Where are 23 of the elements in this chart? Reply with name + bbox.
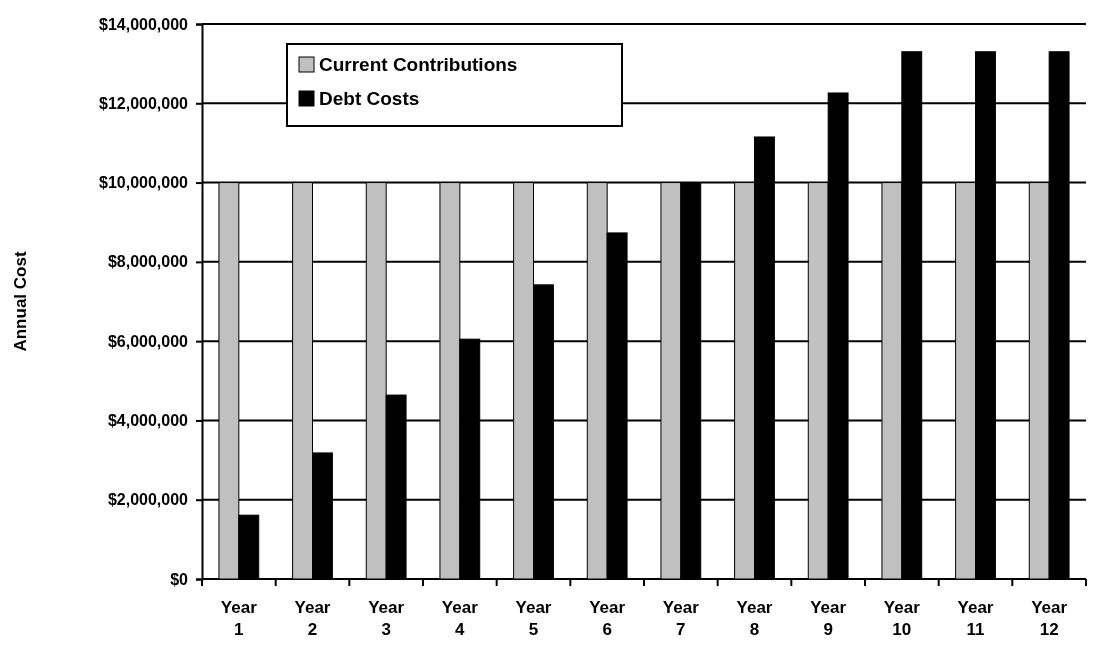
x-tick-label: Year 11: [957, 598, 994, 640]
x-tick-label: Year 6: [589, 598, 626, 640]
x-tick-label: Year 10: [883, 598, 921, 640]
legend-label: Debt Costs: [319, 88, 420, 109]
y-tick-label: $10,000,000: [99, 174, 189, 192]
x-tick-label: Year 1: [220, 598, 258, 640]
x-tick-label: Year 5: [515, 598, 552, 640]
legend-label: Current Contributions: [319, 54, 518, 75]
x-tick-label: Year 4: [441, 598, 479, 640]
y-tick-label: $6,000,000: [107, 332, 189, 350]
x-tick-label: Year 12: [1031, 598, 1068, 640]
y-tick-label: $12,000,000: [99, 94, 189, 112]
y-tick-label: $0: [170, 570, 189, 588]
y-tick-label: $4,000,000: [107, 412, 189, 430]
x-tick-label: Year 3: [368, 598, 405, 640]
y-tick-label: $2,000,000: [107, 491, 189, 509]
y-tick-label: $8,000,000: [107, 253, 189, 271]
x-tick-label: Year 8: [736, 598, 773, 640]
x-tick-label: Year 9: [810, 598, 847, 640]
x-tick-label: Year 7: [662, 598, 700, 640]
x-tick-label: Year 2: [294, 598, 331, 640]
y-axis-title: Annual Cost: [11, 251, 30, 352]
y-tick-label: $14,000,000: [99, 15, 189, 33]
